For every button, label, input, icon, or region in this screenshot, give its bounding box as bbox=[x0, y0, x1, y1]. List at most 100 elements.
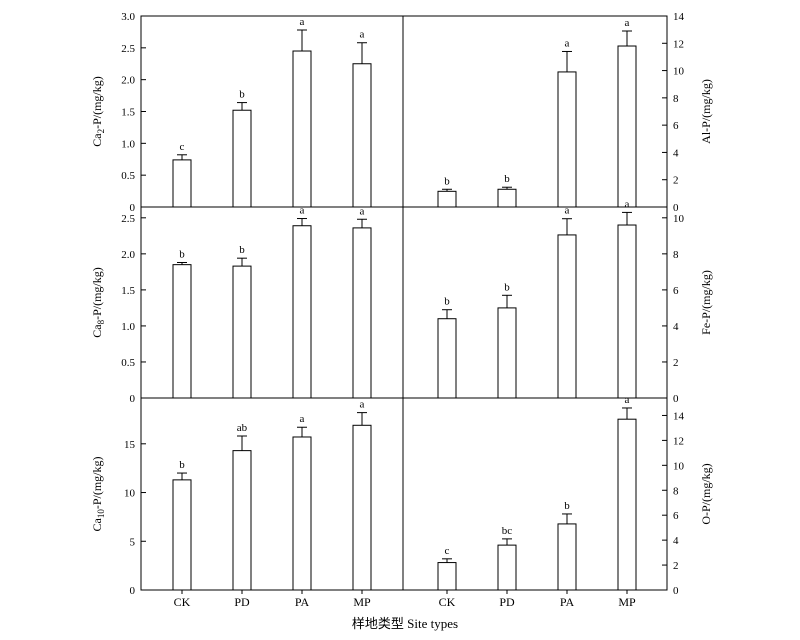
bar-pd bbox=[232, 265, 252, 399]
significance-label: b bbox=[444, 175, 450, 187]
y-axis-title-unit: -P/(mg/kg) bbox=[90, 456, 104, 509]
bar-mp bbox=[617, 45, 637, 208]
bar-ck bbox=[172, 479, 192, 591]
y-tick-label: 2.5 bbox=[121, 43, 135, 55]
significance-label: b bbox=[444, 296, 450, 308]
bar-pa bbox=[292, 436, 312, 591]
y-axis-title: Fe-P/(mg/kg) bbox=[699, 270, 713, 335]
panel-top-left: 0 0.5 1.0 1.5 2.0 2.5 3.0 c b a a Ca2-P/(mg/kg) bbox=[90, 11, 372, 214]
y-tick-label: 1.5 bbox=[121, 285, 135, 297]
panels: 00.51.01.52.02.53.0cbaaCa2-P/(mg/kg)0246… bbox=[90, 11, 713, 597]
y-axis-title: Ca2-P/(mg/kg) bbox=[90, 76, 106, 147]
y-tick-label: 0 bbox=[673, 585, 679, 597]
panel-top-right: 0 2 4 6 8 10 12 14 b b a a Al-P/(mg/kg) bbox=[437, 11, 713, 214]
bar-pd bbox=[497, 544, 517, 591]
y-axis-title-subscript: 8 bbox=[96, 319, 106, 324]
y-tick-label: 0 bbox=[130, 393, 136, 405]
y-tick-label: 6 bbox=[673, 510, 679, 522]
y-tick-label: 1.5 bbox=[121, 107, 135, 119]
y-tick-label: 0.5 bbox=[121, 357, 135, 369]
bar-pa bbox=[292, 50, 312, 208]
y-axis-title-main: O-P/(mg/kg) bbox=[699, 463, 713, 524]
y-axis-title: Al-P/(mg/kg) bbox=[699, 79, 713, 144]
bar-pa bbox=[292, 225, 312, 399]
y-tick-label: 10 bbox=[673, 213, 685, 225]
plot-frame bbox=[140, 15, 668, 591]
y-tick-label: 2 bbox=[673, 175, 679, 187]
bar-mp bbox=[352, 63, 372, 208]
significance-label: a bbox=[565, 37, 570, 49]
y-tick-label: 6 bbox=[673, 285, 679, 297]
y-tick-label: 1.0 bbox=[121, 321, 135, 333]
bar-mp bbox=[352, 424, 372, 591]
y-tick-label: 12 bbox=[673, 435, 684, 447]
y-tick-label: 14 bbox=[673, 11, 685, 23]
bar-ck bbox=[172, 264, 192, 399]
y-tick-label: 0 bbox=[130, 202, 136, 214]
significance-label: a bbox=[300, 205, 305, 217]
y-tick-label: 0.5 bbox=[121, 170, 135, 182]
x-category-label: PA bbox=[560, 595, 575, 609]
significance-label: a bbox=[565, 205, 570, 217]
y-tick-label: 8 bbox=[673, 93, 679, 105]
significance-label: b bbox=[504, 281, 510, 293]
bar-mp bbox=[617, 418, 637, 591]
bar-ck bbox=[172, 159, 192, 208]
y-tick-label: 0 bbox=[673, 393, 679, 405]
y-tick-label: 0 bbox=[673, 202, 679, 214]
y-axis-title-main: Ca bbox=[90, 518, 104, 532]
panel-middle-right: 0 2 4 6 8 10 b b a a Fe-P/(mg/kg) bbox=[437, 198, 713, 405]
y-tick-label: 10 bbox=[673, 460, 685, 472]
y-tick-label: 10 bbox=[124, 488, 136, 500]
significance-label: a bbox=[625, 198, 630, 210]
x-category-label: MP bbox=[618, 595, 636, 609]
significance-label: a bbox=[360, 399, 365, 411]
y-axis-title-unit: -P/(mg/kg) bbox=[90, 76, 104, 129]
y-tick-label: 4 bbox=[673, 535, 679, 547]
x-category-label: CK bbox=[439, 595, 456, 609]
significance-label: b bbox=[239, 89, 245, 101]
significance-label: b bbox=[179, 459, 185, 471]
y-tick-label: 8 bbox=[673, 249, 679, 261]
y-axis-title-subscript: 2 bbox=[96, 129, 106, 134]
bar-pa bbox=[557, 71, 577, 208]
y-tick-label: 2 bbox=[673, 357, 679, 369]
y-tick-label: 4 bbox=[673, 147, 679, 159]
y-tick-label: 6 bbox=[673, 120, 679, 132]
bar-pa bbox=[557, 234, 577, 399]
bar-ck bbox=[437, 190, 457, 208]
figure-frame bbox=[140, 15, 668, 591]
significance-label: a bbox=[360, 205, 365, 217]
significance-label: a bbox=[300, 16, 305, 28]
bar-pd bbox=[497, 188, 517, 208]
x-category-labels: CK PD PA MP CK PD PA MP bbox=[174, 590, 636, 609]
y-tick-label: 4 bbox=[673, 321, 679, 333]
significance-label: c bbox=[180, 141, 185, 153]
significance-label: a bbox=[625, 17, 630, 29]
y-tick-label: 2.0 bbox=[121, 75, 135, 87]
significance-label: b bbox=[564, 500, 570, 512]
panel-bottom-right: 0 2 4 6 8 10 12 14 c bc b a O-P/(mg/kg) bbox=[437, 394, 713, 597]
y-axis-title: O-P/(mg/kg) bbox=[699, 463, 713, 524]
bar-pd bbox=[497, 307, 517, 399]
y-tick-label: 0 bbox=[130, 585, 136, 597]
bar-pd bbox=[232, 109, 252, 208]
significance-label: ab bbox=[237, 422, 248, 434]
y-axis-title: Ca10-P/(mg/kg) bbox=[90, 456, 106, 531]
y-axis-title: Ca8-P/(mg/kg) bbox=[90, 267, 106, 338]
y-axis-title-main: Ca bbox=[90, 133, 104, 147]
y-axis-title-unit: -P/(mg/kg) bbox=[90, 267, 104, 320]
bar-mp bbox=[617, 224, 637, 399]
significance-label: c bbox=[445, 545, 450, 557]
y-tick-label: 8 bbox=[673, 485, 679, 497]
x-category-label: MP bbox=[353, 595, 371, 609]
x-category-label: PD bbox=[234, 595, 250, 609]
y-tick-label: 2.5 bbox=[121, 213, 135, 225]
bar-pa bbox=[557, 523, 577, 591]
y-tick-label: 2.0 bbox=[121, 249, 135, 261]
bar-ck bbox=[437, 318, 457, 399]
significance-label: b bbox=[504, 173, 510, 185]
x-category-label: CK bbox=[174, 595, 191, 609]
y-axis-title-main: Al-P/(mg/kg) bbox=[699, 79, 713, 144]
